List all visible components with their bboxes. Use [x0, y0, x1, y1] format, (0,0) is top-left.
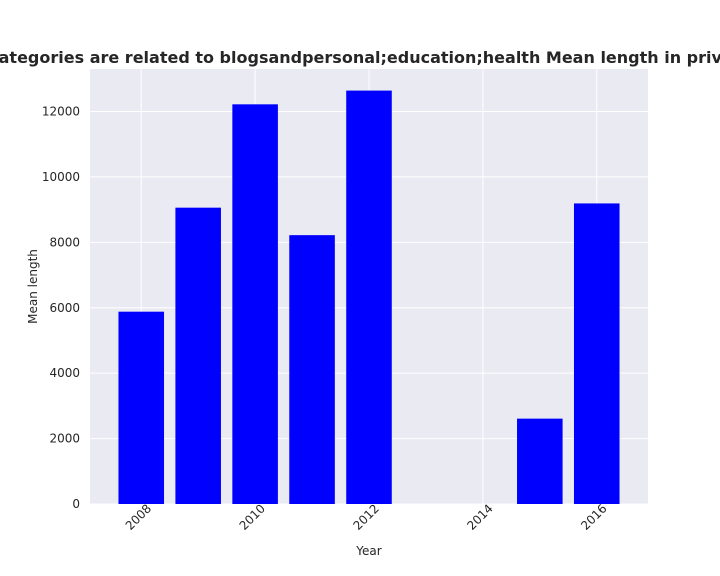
y-tick-label: 8000 — [49, 235, 80, 249]
y-tick-label: 10000 — [42, 170, 80, 184]
bar — [517, 418, 563, 504]
y-axis: 0 2000 4000 6000 8000 10000 12000 — [42, 105, 80, 511]
x-tick-label: 2008 — [123, 501, 154, 532]
x-axis-label: Year — [355, 544, 381, 558]
y-tick-label: 2000 — [49, 432, 80, 446]
x-tick-label: 2010 — [237, 501, 268, 532]
x-tick-label: 2012 — [350, 501, 381, 532]
x-axis: 2008 2010 2012 2014 2016 — [123, 501, 610, 532]
y-tick-label: 4000 — [49, 366, 80, 380]
chart-title: Websites whose categories are related to… — [0, 48, 720, 67]
y-axis-label: Mean length — [26, 249, 40, 324]
y-tick-label: 12000 — [42, 105, 80, 119]
bar — [346, 90, 392, 505]
bar — [118, 311, 165, 504]
bar — [289, 235, 335, 504]
bar — [232, 104, 278, 505]
bar — [573, 203, 620, 504]
bar — [175, 207, 221, 504]
x-tick-label: 2016 — [578, 501, 609, 532]
y-tick-label: 0 — [72, 497, 80, 511]
y-tick-label: 6000 — [49, 301, 80, 315]
x-tick-label: 2014 — [464, 501, 495, 532]
bars — [118, 90, 620, 505]
